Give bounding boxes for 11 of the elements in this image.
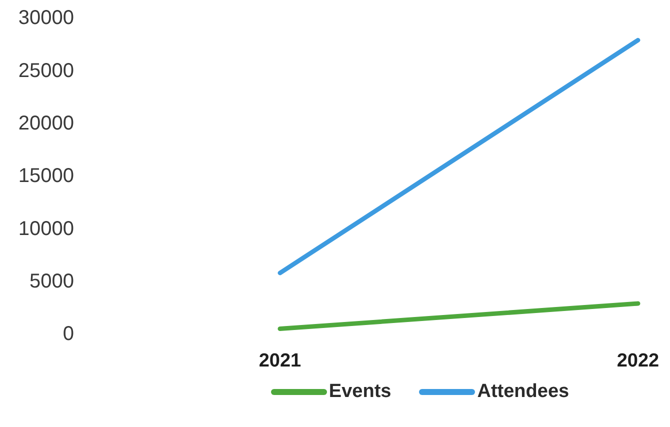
legend-label: Events <box>328 381 392 403</box>
y-tick-label: 0 <box>62 323 74 346</box>
legend-label: Attendees <box>477 381 570 403</box>
y-tick-label: 20000 <box>18 112 74 134</box>
y-tick-label: 10000 <box>18 218 74 240</box>
x-tick-label: 2021 <box>258 350 302 372</box>
y-tick-label: 15000 <box>18 165 74 188</box>
y-tick-label: 30000 <box>18 7 74 30</box>
y-tick-label: 25000 <box>18 60 74 82</box>
x-tick-label: 2022 <box>616 350 660 372</box>
y-tick-label: 5000 <box>30 270 74 292</box>
